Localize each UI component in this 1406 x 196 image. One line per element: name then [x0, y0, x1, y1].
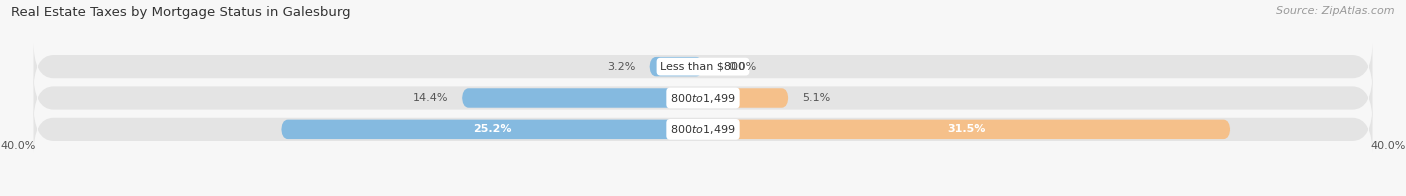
Text: $800 to $1,499: $800 to $1,499 — [671, 123, 735, 136]
FancyBboxPatch shape — [34, 72, 1372, 124]
Text: 3.2%: 3.2% — [607, 62, 636, 72]
FancyBboxPatch shape — [650, 57, 703, 76]
FancyBboxPatch shape — [281, 120, 703, 139]
FancyBboxPatch shape — [463, 88, 703, 108]
Text: 40.0%: 40.0% — [1371, 141, 1406, 151]
FancyBboxPatch shape — [703, 88, 789, 108]
Legend: Without Mortgage, With Mortgage: Without Mortgage, With Mortgage — [581, 193, 825, 196]
Text: 14.4%: 14.4% — [413, 93, 449, 103]
Text: 40.0%: 40.0% — [0, 141, 35, 151]
FancyBboxPatch shape — [34, 103, 1372, 155]
Text: Real Estate Taxes by Mortgage Status in Galesburg: Real Estate Taxes by Mortgage Status in … — [11, 6, 352, 19]
Text: 25.2%: 25.2% — [472, 124, 512, 134]
Text: $800 to $1,499: $800 to $1,499 — [671, 92, 735, 104]
Text: 5.1%: 5.1% — [801, 93, 830, 103]
Text: Source: ZipAtlas.com: Source: ZipAtlas.com — [1277, 6, 1395, 16]
Text: Less than $800: Less than $800 — [661, 62, 745, 72]
FancyBboxPatch shape — [703, 120, 1230, 139]
Text: 31.5%: 31.5% — [948, 124, 986, 134]
FancyBboxPatch shape — [34, 41, 1372, 93]
Text: 0.0%: 0.0% — [728, 62, 756, 72]
